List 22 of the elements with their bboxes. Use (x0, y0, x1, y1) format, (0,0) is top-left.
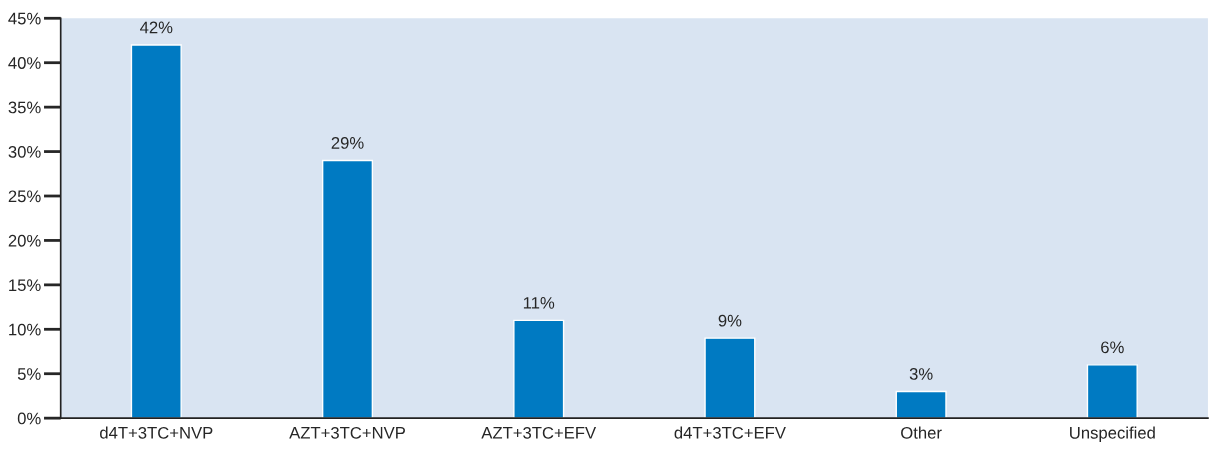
y-tick-label: 35% (8, 101, 41, 114)
x-tick-label: AZT+3TC+EFV (481, 426, 597, 439)
x-tick-label: Unspecified (1070, 426, 1155, 443)
data-label: 11% (523, 297, 555, 309)
y-tick-label: 15% (9, 279, 41, 292)
data-label: 42% (140, 21, 173, 34)
y-tick-label: 0% (17, 412, 41, 425)
y-tick-label: 45% (8, 12, 41, 25)
x-tick-label: d4T+3TC+EFV (674, 426, 786, 439)
x-tick-label: Other (901, 426, 942, 439)
y-tick-label: 25% (8, 190, 41, 203)
x-tick-label: d4T+3TC+NVP (100, 426, 213, 439)
y-tick-label: 20% (8, 234, 41, 247)
y-tick-label: 30% (8, 145, 41, 158)
data-label: 3% (909, 368, 933, 380)
y-tick-label: 5% (17, 368, 41, 380)
x-tick-label: AZT+3TC+NVP (289, 426, 405, 439)
y-tick-label: 40% (8, 57, 41, 69)
y-tick-label: 10% (9, 323, 41, 336)
data-label: 9% (718, 314, 742, 327)
data-label: 6% (1101, 341, 1124, 354)
data-label: 29% (331, 137, 364, 149)
